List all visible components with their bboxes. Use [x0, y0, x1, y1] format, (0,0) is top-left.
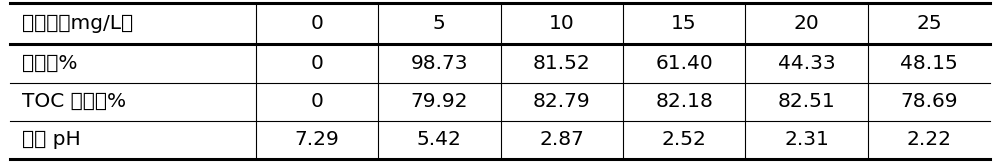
Text: 44.33: 44.33: [778, 54, 835, 73]
Text: 25: 25: [916, 14, 942, 33]
Text: 除浊率%: 除浊率%: [22, 54, 78, 73]
Text: 82.18: 82.18: [655, 92, 713, 111]
Text: 2.52: 2.52: [662, 130, 707, 149]
Text: 81.52: 81.52: [533, 54, 591, 73]
Text: 20: 20: [794, 14, 819, 33]
Text: 48.15: 48.15: [900, 54, 958, 73]
Text: 10: 10: [549, 14, 575, 33]
Text: 79.92: 79.92: [411, 92, 468, 111]
Text: 98.73: 98.73: [411, 54, 468, 73]
Text: 82.79: 82.79: [533, 92, 591, 111]
Text: 出水 pH: 出水 pH: [22, 130, 81, 149]
Text: 61.40: 61.40: [655, 54, 713, 73]
Text: 15: 15: [671, 14, 697, 33]
Text: TOC 去除率%: TOC 去除率%: [22, 92, 126, 111]
Text: 0: 0: [311, 54, 323, 73]
Text: 2.31: 2.31: [784, 130, 829, 149]
Text: 2.22: 2.22: [906, 130, 951, 149]
Text: 投加量（mg/L）: 投加量（mg/L）: [22, 14, 133, 33]
Text: 78.69: 78.69: [900, 92, 958, 111]
Text: 5.42: 5.42: [417, 130, 462, 149]
Text: 0: 0: [311, 14, 323, 33]
Text: 82.51: 82.51: [778, 92, 835, 111]
Text: 0: 0: [311, 92, 323, 111]
Text: 5: 5: [433, 14, 446, 33]
Text: 7.29: 7.29: [295, 130, 339, 149]
Text: 2.87: 2.87: [539, 130, 584, 149]
